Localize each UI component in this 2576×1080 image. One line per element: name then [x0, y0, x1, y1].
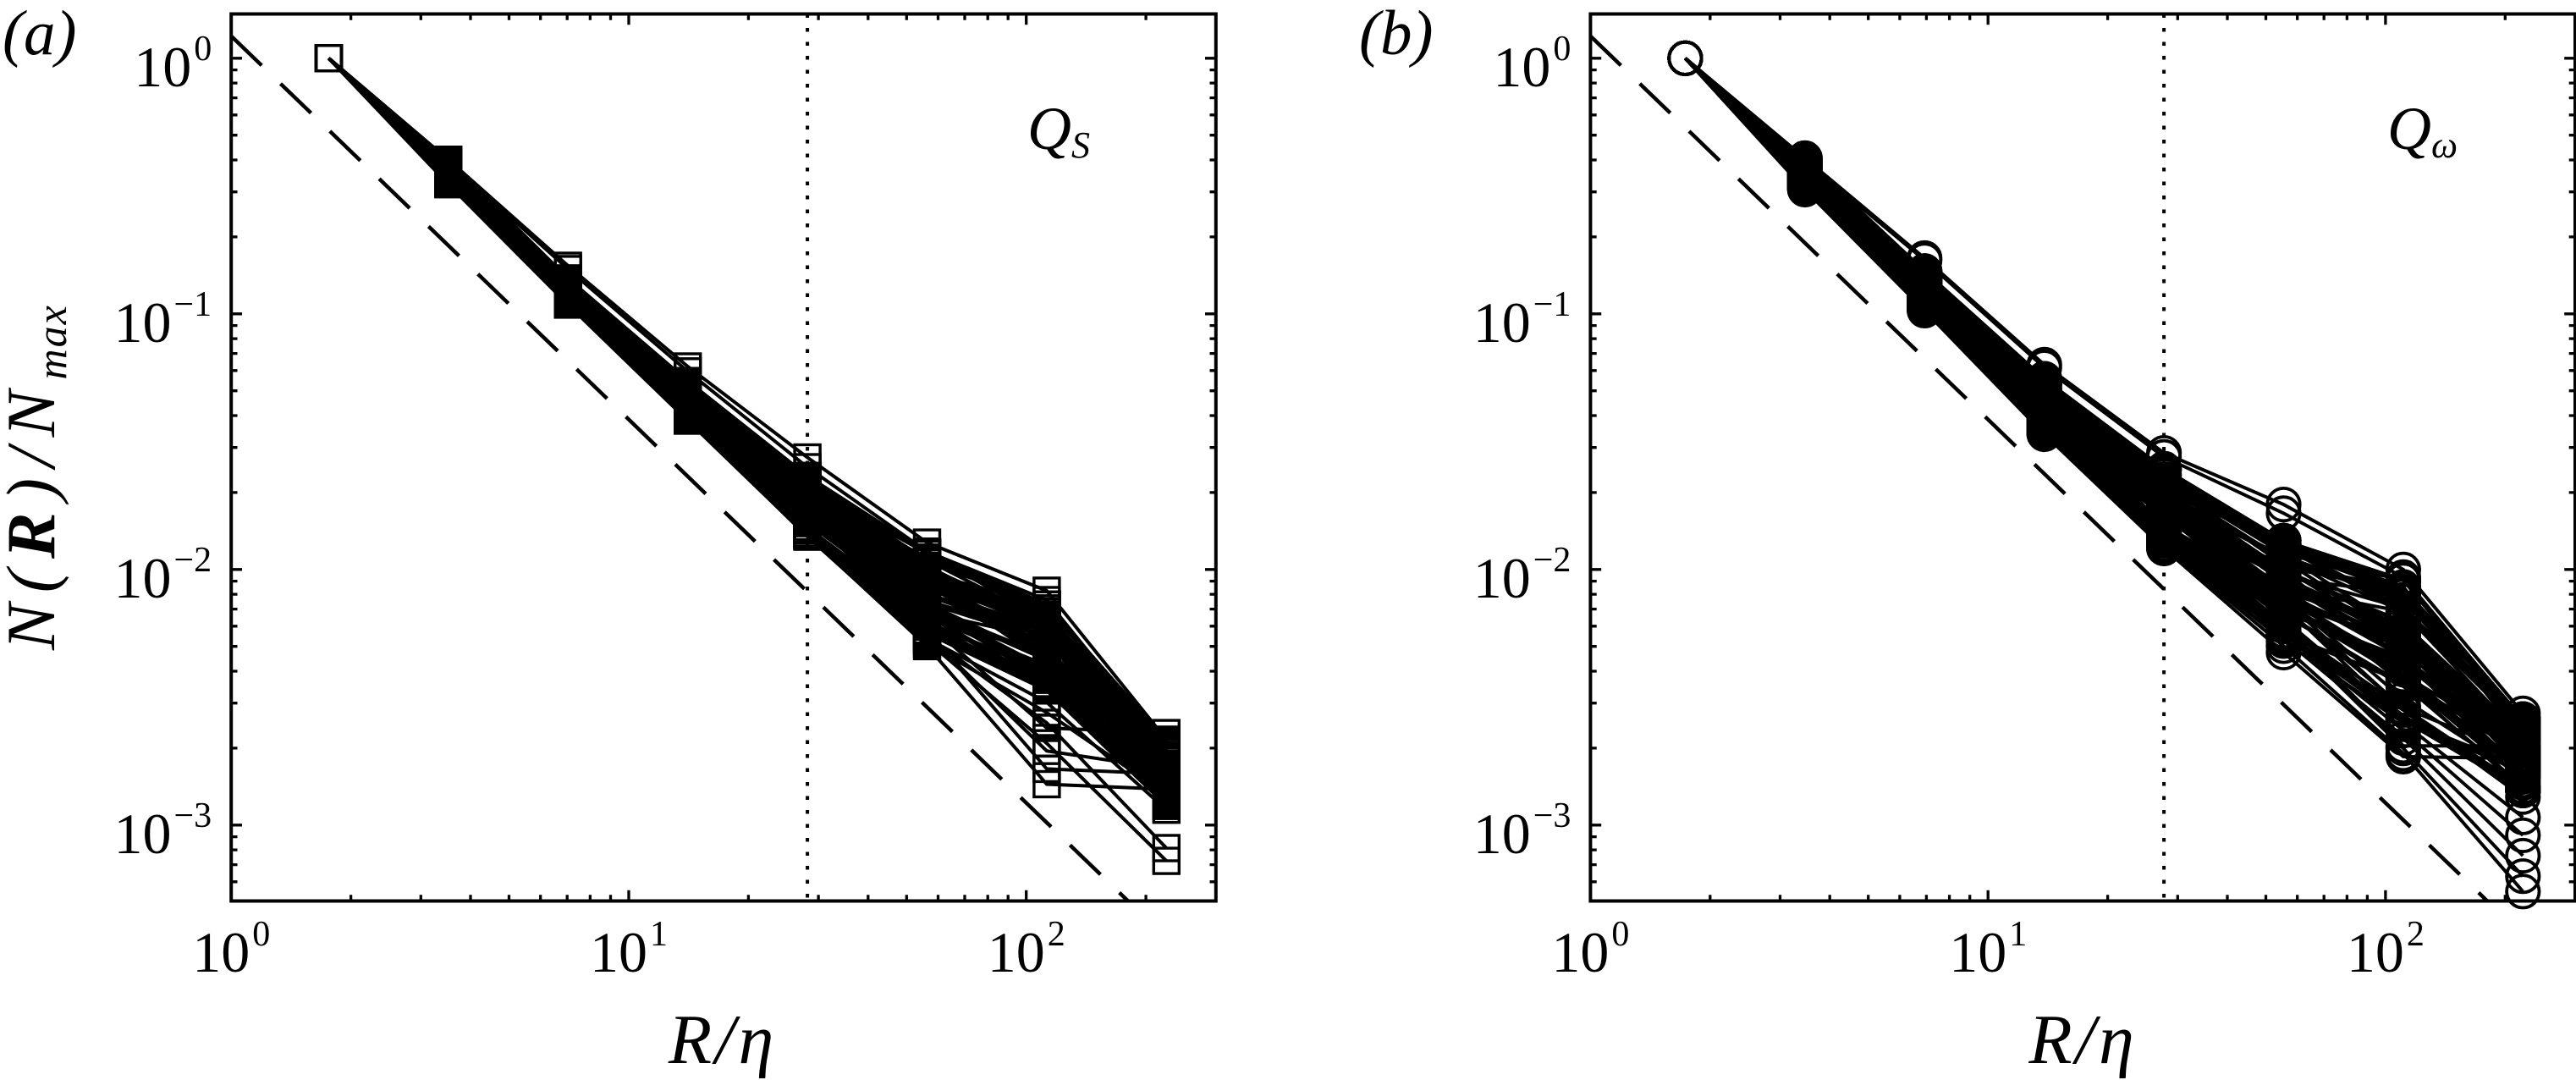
svg-text:10−3: 10−3 [1473, 796, 1571, 866]
svg-text:R/η: R/η [2028, 1000, 2137, 1079]
svg-text:(a): (a) [3, 0, 76, 69]
svg-text:10−2: 10−2 [114, 541, 212, 610]
svg-text:10−3: 10−3 [114, 796, 212, 866]
svg-text:102: 102 [2347, 915, 2425, 984]
svg-text:Qω: Qω [2387, 95, 2458, 166]
svg-text:100: 100 [192, 915, 270, 984]
svg-text:102: 102 [988, 915, 1065, 984]
svg-text:10−1: 10−1 [1473, 285, 1571, 355]
svg-text:(b): (b) [1359, 0, 1433, 69]
svg-text:10−2: 10−2 [1473, 541, 1571, 610]
svg-text:R/η: R/η [668, 1000, 777, 1079]
svg-text:10−1: 10−1 [114, 285, 212, 355]
svg-text:100: 100 [1493, 30, 1571, 99]
svg-text:100: 100 [134, 30, 212, 99]
svg-text:101: 101 [590, 915, 668, 984]
svg-text:QS: QS [1027, 95, 1090, 166]
svg-text:100: 100 [1551, 915, 1629, 984]
svg-text:101: 101 [1949, 915, 2027, 984]
svg-text:N(R)/Nmax: N(R)/Nmax [0, 304, 75, 651]
